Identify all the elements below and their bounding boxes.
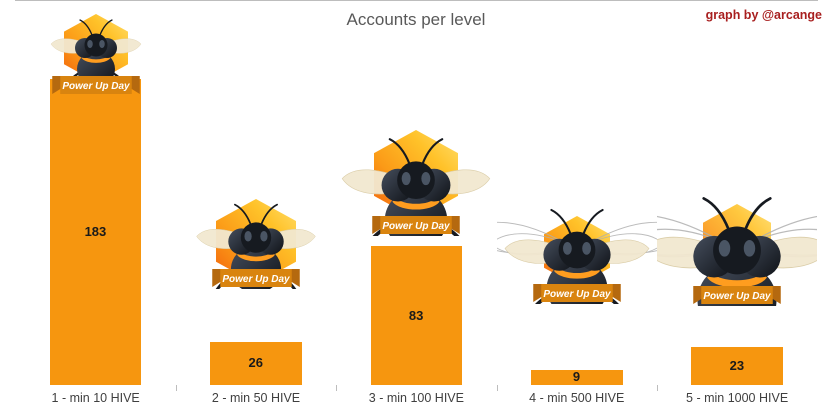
svg-text:Power Up Day: Power Up Day	[543, 289, 611, 300]
svg-text:Power Up Day: Power Up Day	[703, 291, 771, 302]
svg-text:Power Up Day: Power Up Day	[62, 81, 130, 92]
svg-text:Power Up Day: Power Up Day	[383, 221, 451, 232]
svg-text:Power Up Day: Power Up Day	[222, 274, 290, 285]
